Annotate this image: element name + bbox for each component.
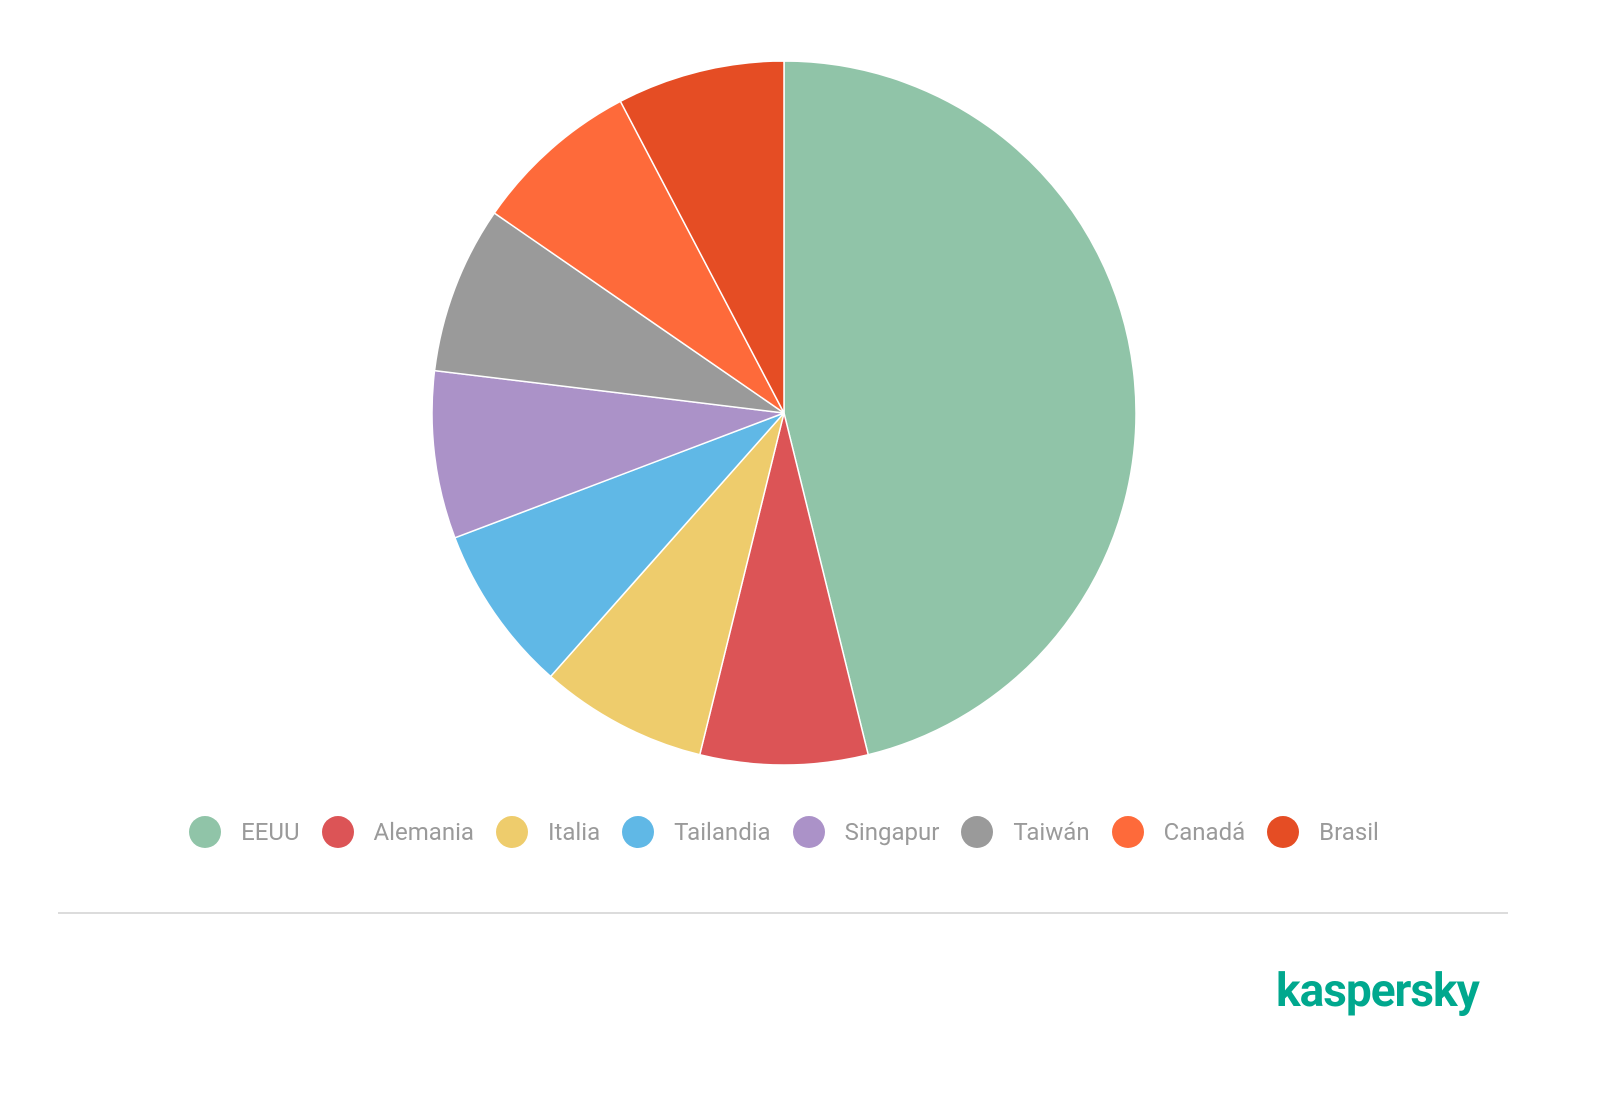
legend-label: Taiwán xyxy=(1013,818,1090,846)
pie-slice xyxy=(619,60,785,414)
legend-label: Alemania xyxy=(373,818,474,846)
legend-marker xyxy=(189,816,222,848)
legend-label: Brasil xyxy=(1319,818,1379,846)
pie-chart xyxy=(431,60,1137,766)
pie-slice xyxy=(549,412,785,756)
pie-slice xyxy=(493,100,785,414)
legend-item: Singapur xyxy=(792,812,940,852)
legend-item: Brasil xyxy=(1267,812,1379,852)
legend-label: Italia xyxy=(547,818,601,846)
separator xyxy=(58,912,1508,914)
legend-item: Taiwán xyxy=(961,812,1090,852)
pie-slice xyxy=(453,412,785,678)
legend-item: Alemania xyxy=(321,812,474,852)
legend-marker xyxy=(622,816,655,848)
legend-label: Canadá xyxy=(1163,818,1246,846)
legend-item: EEUU xyxy=(189,812,300,852)
legend-marker xyxy=(321,816,354,848)
legend-marker xyxy=(1267,816,1300,848)
legend-label: Tailandia xyxy=(674,818,771,846)
legend-item: Canadá xyxy=(1111,812,1246,852)
legend: EEUU Alemania Italia Tailandia Singapur Taiwá… xyxy=(0,812,1568,852)
legend-marker xyxy=(961,816,994,848)
legend-item: Italia xyxy=(495,812,601,852)
legend-item: Tailandia xyxy=(622,812,771,852)
logo: kaspersky xyxy=(1276,964,1480,1018)
legend-marker xyxy=(1111,816,1144,848)
pie-slice xyxy=(433,211,785,414)
pie-slice xyxy=(698,412,870,766)
legend-marker xyxy=(792,816,825,848)
pie-slice xyxy=(431,369,785,539)
legend-marker xyxy=(495,816,528,848)
pie-slice xyxy=(783,60,1137,756)
legend-label: Singapur xyxy=(844,818,940,846)
legend-label: EEUU xyxy=(241,818,300,846)
